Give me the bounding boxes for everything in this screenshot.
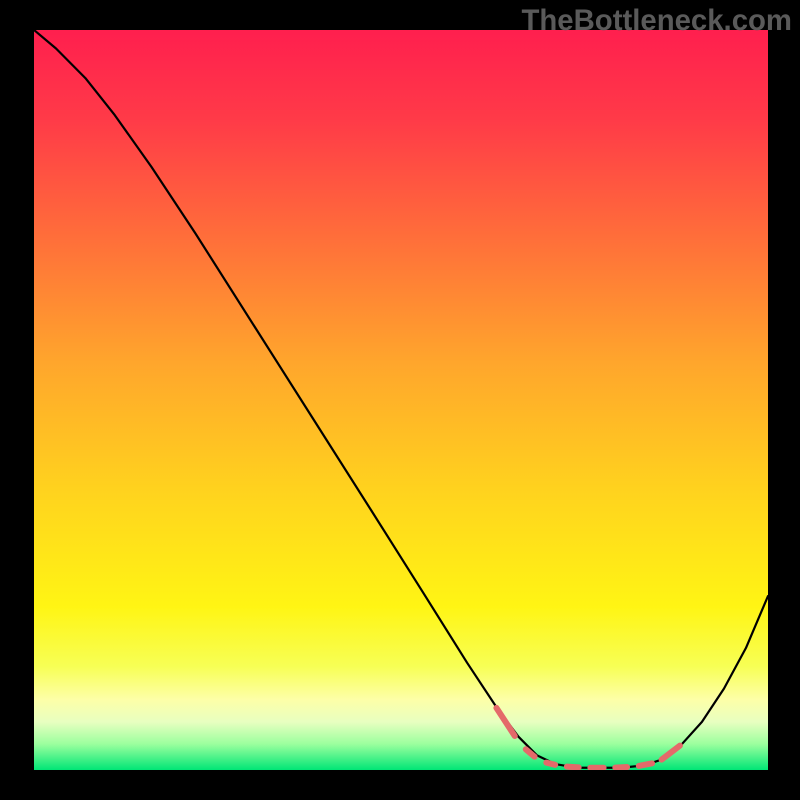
highlight-dash [567, 767, 579, 768]
chart-root: TheBottleneck.com [0, 0, 800, 800]
highlight-dash [546, 763, 555, 765]
highlight-dash [615, 767, 627, 768]
plot-area [34, 30, 768, 770]
watermark-text: TheBottleneck.com [521, 4, 792, 38]
gradient-background [34, 30, 768, 770]
plot-svg [34, 30, 768, 770]
highlight-dash [639, 763, 652, 766]
